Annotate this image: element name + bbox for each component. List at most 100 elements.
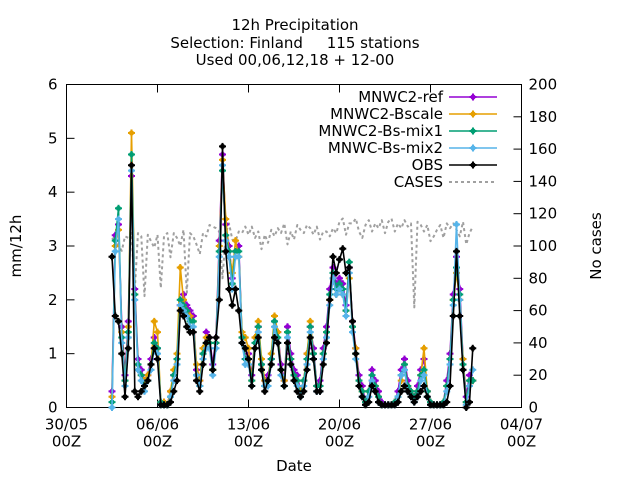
x-tick-label-hour: 00Z bbox=[416, 433, 445, 451]
series-line bbox=[111, 145, 474, 409]
data-point bbox=[268, 361, 274, 368]
x-tick-label: 13/06 bbox=[227, 416, 270, 434]
data-point bbox=[333, 270, 339, 276]
data-point bbox=[340, 246, 346, 252]
legend-marker bbox=[470, 145, 476, 151]
y2-tick-label: 180 bbox=[529, 108, 558, 126]
data-point bbox=[245, 356, 252, 362]
data-point bbox=[128, 151, 135, 158]
data-point bbox=[284, 340, 291, 346]
data-point bbox=[408, 394, 414, 400]
data-point bbox=[304, 367, 310, 373]
legend-label: MNWC2-Bscale bbox=[330, 105, 443, 123]
data-point bbox=[122, 394, 128, 400]
data-point bbox=[226, 254, 232, 260]
data-point bbox=[223, 248, 229, 254]
data-point bbox=[411, 399, 417, 405]
y2-tick-label: 80 bbox=[529, 269, 548, 287]
data-point bbox=[343, 270, 349, 276]
data-point bbox=[255, 324, 261, 330]
legend-entry: OBS bbox=[412, 156, 497, 174]
data-point bbox=[401, 361, 408, 368]
data-point bbox=[401, 367, 408, 373]
chart-title: 12h Precipitation Selection: Finland 115… bbox=[170, 16, 419, 69]
y2-tick-label: 20 bbox=[529, 366, 548, 384]
y-axis-label: mm/12h bbox=[7, 215, 25, 278]
data-point bbox=[398, 388, 404, 394]
legend-label: CASES bbox=[394, 173, 443, 191]
y2-tick-label: 160 bbox=[529, 140, 558, 158]
data-point bbox=[369, 372, 375, 378]
data-point bbox=[177, 302, 183, 308]
data-point bbox=[219, 143, 226, 150]
series-obs bbox=[108, 142, 477, 411]
data-point bbox=[327, 297, 333, 303]
data-point bbox=[288, 361, 294, 368]
data-point bbox=[398, 372, 404, 378]
data-point bbox=[239, 340, 245, 346]
data-point bbox=[177, 297, 183, 303]
series-line bbox=[111, 217, 474, 309]
data-point bbox=[453, 248, 460, 254]
data-point bbox=[151, 318, 157, 324]
data-point bbox=[249, 383, 255, 389]
data-point bbox=[366, 399, 372, 405]
y2-tick-label: 100 bbox=[529, 237, 558, 255]
data-point bbox=[180, 313, 187, 319]
data-point bbox=[151, 340, 157, 346]
data-point bbox=[135, 394, 141, 400]
data-point bbox=[307, 324, 313, 330]
data-point bbox=[119, 351, 125, 357]
data-point bbox=[148, 361, 154, 368]
data-point bbox=[297, 394, 304, 400]
data-point bbox=[281, 383, 287, 389]
data-point bbox=[369, 383, 375, 389]
x-axis-label: Date bbox=[276, 457, 312, 475]
data-point bbox=[418, 388, 424, 394]
data-point bbox=[453, 221, 460, 228]
data-point bbox=[323, 340, 330, 346]
data-point bbox=[450, 313, 456, 319]
data-point bbox=[401, 383, 408, 389]
data-point bbox=[421, 372, 427, 378]
data-point bbox=[336, 256, 343, 263]
data-point bbox=[255, 334, 261, 341]
data-point bbox=[275, 340, 281, 346]
x-tick-label: 27/06 bbox=[409, 416, 452, 434]
data-point bbox=[372, 388, 378, 394]
data-point bbox=[284, 334, 291, 341]
data-point bbox=[236, 248, 242, 254]
data-point bbox=[333, 291, 339, 298]
y-tick-label: 3 bbox=[48, 237, 58, 255]
legend-entry: MNWC2-ref bbox=[358, 88, 497, 106]
data-point bbox=[356, 383, 362, 389]
y-tick-label: 6 bbox=[48, 76, 58, 94]
data-point bbox=[128, 162, 135, 168]
data-point bbox=[151, 345, 157, 351]
data-point bbox=[203, 340, 209, 346]
data-point bbox=[346, 259, 352, 265]
x-tick-label-hour: 00Z bbox=[52, 433, 81, 451]
y2-axis-label: No cases bbox=[587, 212, 605, 280]
x-tick-label-hour: 00Z bbox=[143, 433, 172, 451]
data-point bbox=[145, 377, 151, 384]
data-point bbox=[418, 377, 424, 384]
data-point bbox=[271, 334, 278, 341]
data-point bbox=[210, 367, 216, 373]
data-point bbox=[271, 318, 278, 324]
data-point bbox=[301, 388, 307, 394]
data-point bbox=[307, 334, 313, 341]
data-point bbox=[112, 248, 118, 254]
data-point bbox=[457, 313, 463, 319]
data-point bbox=[193, 377, 200, 384]
legend-entry: MNWC2-Bs-mix1 bbox=[318, 122, 497, 140]
data-point bbox=[349, 318, 356, 324]
data-point bbox=[421, 367, 427, 373]
data-point bbox=[317, 388, 323, 394]
data-point bbox=[190, 324, 196, 330]
x-tick-label: 04/07 bbox=[500, 416, 543, 434]
x-tick-label: 30/05 bbox=[45, 416, 88, 434]
data-point bbox=[154, 329, 161, 335]
data-point bbox=[112, 313, 118, 319]
